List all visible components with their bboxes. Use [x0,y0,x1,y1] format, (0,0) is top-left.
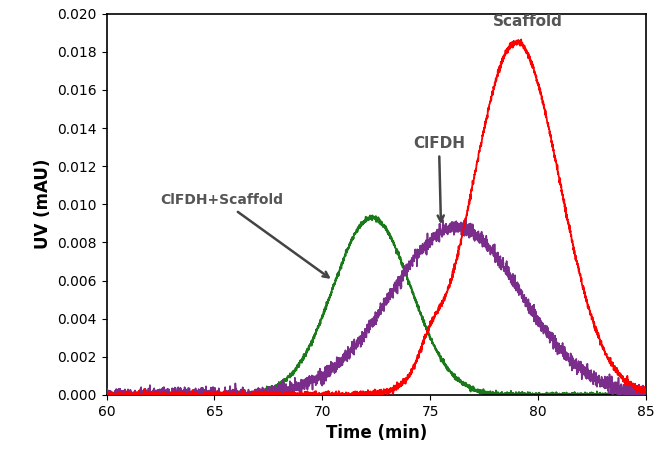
X-axis label: Time (min): Time (min) [326,424,427,442]
Text: ClFDH: ClFDH [413,136,465,222]
Text: ClFDH+Scaffold: ClFDH+Scaffold [161,193,328,277]
Y-axis label: UV (mAU): UV (mAU) [34,159,52,250]
Text: Scaffold: Scaffold [492,14,562,29]
